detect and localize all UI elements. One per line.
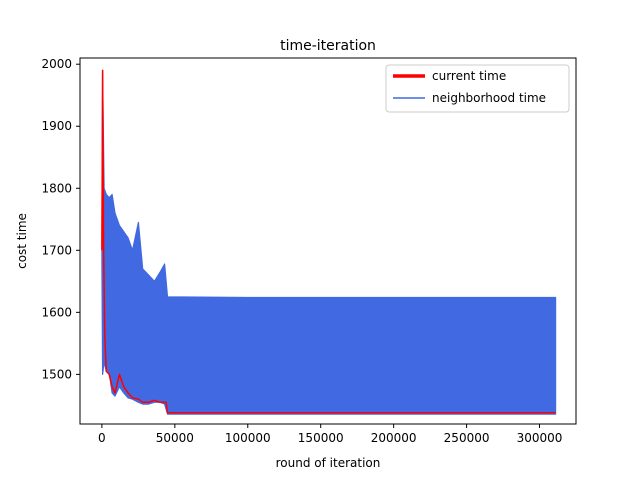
x-tick-label: 0 xyxy=(98,431,106,445)
y-tick-label: 1500 xyxy=(41,367,72,381)
x-tick-label: 250000 xyxy=(444,431,490,445)
y-axis: 1500 1600 1700 1800 1900 2000 xyxy=(41,57,80,381)
series-line-layer xyxy=(101,69,556,414)
y-tick-label: 2000 xyxy=(41,57,72,71)
series-line-current-time xyxy=(101,69,556,414)
plot-area xyxy=(79,57,577,425)
chart-title: time-iteration xyxy=(280,38,376,54)
series-band-layer xyxy=(101,69,557,415)
y-tick-label: 1900 xyxy=(41,119,72,133)
x-tick-label: 150000 xyxy=(298,431,344,445)
x-axis: 0 50000 100000 150000 200000 250000 300000 xyxy=(98,424,562,445)
x-tick-label: 50000 xyxy=(156,431,194,445)
x-tick-label: 100000 xyxy=(225,431,271,445)
x-tick-label: 200000 xyxy=(371,431,417,445)
y-tick-label: 1800 xyxy=(41,181,72,195)
legend-label-neighborhood-time: neighborhood time xyxy=(432,91,546,105)
y-axis-label: cost time xyxy=(15,213,29,269)
legend-label-current-time: current time xyxy=(432,69,506,83)
x-tick-label: 300000 xyxy=(517,431,563,445)
plot-frame xyxy=(79,57,577,425)
y-tick-label: 1700 xyxy=(41,243,72,257)
series-band-neighborhood-time xyxy=(101,69,557,415)
legend: current time neighborhood time xyxy=(385,64,570,113)
legend-box xyxy=(385,64,570,113)
x-axis-label: round of iteration xyxy=(276,456,381,470)
y-tick-label: 1600 xyxy=(41,305,72,319)
